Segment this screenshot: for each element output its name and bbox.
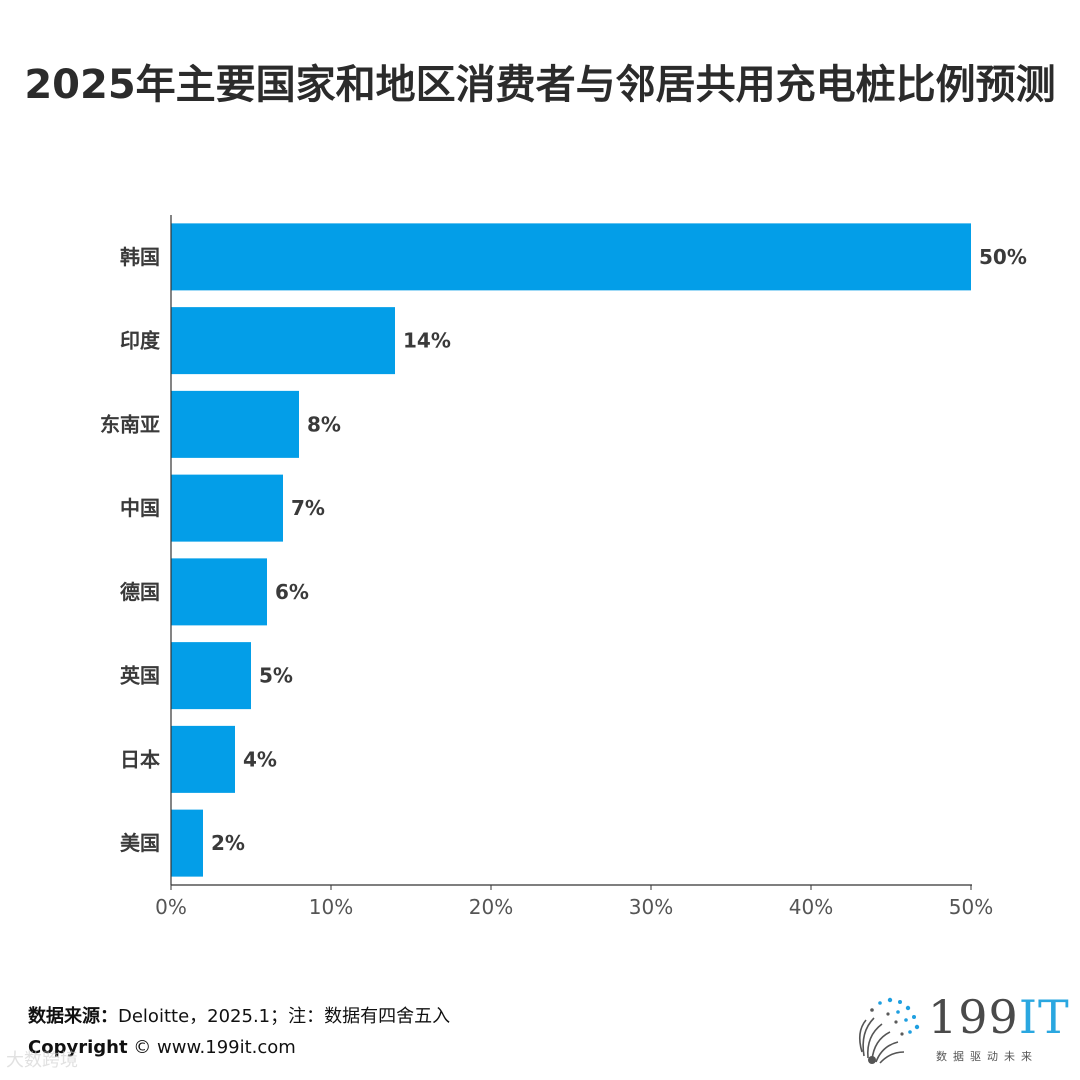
category-label-1: 印度 bbox=[120, 329, 161, 353]
data-source: 数据来源：Deloitte，2025.1；注：数据有四舍五入 bbox=[28, 1002, 450, 1028]
x-tick-label-3: 30% bbox=[629, 895, 673, 919]
bar-value-label-1: 14% bbox=[403, 329, 451, 353]
bar-value-label-6: 4% bbox=[243, 747, 277, 771]
category-label-7: 美国 bbox=[120, 831, 160, 855]
bar-value-label-3: 7% bbox=[291, 496, 325, 520]
x-tick-label-0: 0% bbox=[155, 895, 187, 919]
copyright-label: Copyright bbox=[28, 1037, 128, 1058]
source-label: 数据来源： bbox=[28, 1006, 118, 1027]
category-label-4: 德国 bbox=[120, 580, 160, 604]
bar-value-label-5: 5% bbox=[259, 664, 293, 688]
bar-2 bbox=[171, 390, 299, 458]
category-label-0: 韩国 bbox=[120, 245, 160, 269]
source-text: Deloitte，2025.1；注：数据有四舍五入 bbox=[118, 1006, 451, 1027]
category-label-3: 中国 bbox=[120, 496, 160, 520]
bar-6 bbox=[171, 725, 235, 793]
category-label-5: 英国 bbox=[120, 664, 160, 688]
bar-value-label-7: 2% bbox=[211, 831, 245, 855]
logo-tagline: 数据驱动未来 bbox=[936, 1050, 1038, 1063]
bar-value-label-4: 6% bbox=[275, 580, 309, 604]
watermark: 大数跨境 bbox=[6, 1050, 78, 1071]
x-tick-label-1: 10% bbox=[309, 895, 353, 919]
chart-title: 2025年主要国家和地区消费者与邻居共用充电桩比例预测 bbox=[24, 62, 1056, 108]
logo-text-main: 199 bbox=[928, 990, 1019, 1044]
x-tick-label-2: 20% bbox=[469, 895, 513, 919]
bar-4 bbox=[171, 558, 267, 626]
bar-3 bbox=[171, 474, 283, 542]
logo-text-accent: IT bbox=[1018, 990, 1070, 1044]
bar-value-label-2: 8% bbox=[307, 412, 341, 436]
copyright-text: © www.199it.com bbox=[133, 1037, 296, 1058]
x-tick-label-4: 40% bbox=[789, 895, 833, 919]
brand-logo: 199IT 数据驱动未来 bbox=[850, 990, 1069, 1070]
bar-5 bbox=[171, 642, 251, 710]
bar-7 bbox=[171, 809, 203, 877]
category-label-2: 东南亚 bbox=[100, 412, 160, 436]
bar-value-label-0: 50% bbox=[979, 245, 1027, 269]
logo-wordmark: 199IT bbox=[928, 990, 1070, 1044]
bar-0 bbox=[171, 223, 971, 291]
x-tick-label-5: 50% bbox=[949, 895, 993, 919]
category-label-6: 日本 bbox=[120, 747, 160, 771]
copyright: Copyright © www.199it.com bbox=[28, 1037, 296, 1058]
bar-1 bbox=[171, 307, 395, 375]
dandelion-dots-icon bbox=[858, 997, 920, 1064]
